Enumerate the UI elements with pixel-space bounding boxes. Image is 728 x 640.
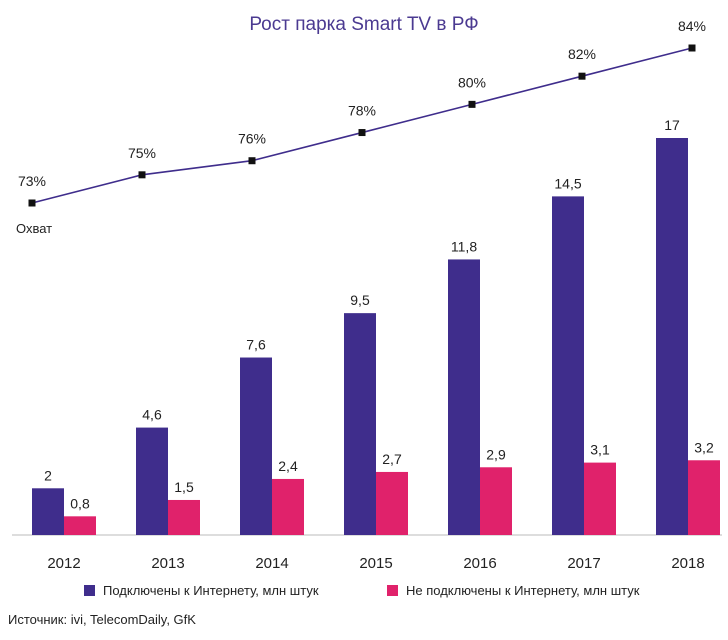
coverage-point-2018 bbox=[688, 44, 696, 52]
data-label-connected-2018: 17 bbox=[664, 117, 680, 133]
coverage-point-2016 bbox=[468, 100, 476, 108]
source-note: Источник: ivi, TelecomDaily, GfK bbox=[8, 612, 196, 627]
data-label-connected-2015: 9,5 bbox=[350, 292, 370, 308]
data-label-not-connected-2016: 2,9 bbox=[486, 446, 506, 462]
bar-connected-2012 bbox=[32, 488, 64, 535]
coverage-point-2013 bbox=[138, 171, 146, 179]
coverage-series-label: Охват bbox=[16, 221, 52, 236]
data-label-connected-2012: 2 bbox=[44, 467, 52, 483]
bar-not-connected-2016 bbox=[480, 467, 512, 535]
legend-item-connected: Подключены к Интернету, млн штук bbox=[84, 583, 319, 598]
coverage-point-2014 bbox=[248, 157, 256, 165]
coverage-point-2015 bbox=[358, 129, 366, 137]
data-label-connected-2013: 4,6 bbox=[142, 407, 162, 423]
coverage-label-2017: 82% bbox=[568, 46, 596, 62]
data-label-not-connected-2018: 3,2 bbox=[694, 439, 714, 455]
data-label-connected-2017: 14,5 bbox=[554, 175, 581, 191]
coverage-point-2012 bbox=[28, 199, 36, 207]
data-label-not-connected-2015: 2,7 bbox=[382, 451, 402, 467]
coverage-label-2018: 84% bbox=[678, 18, 706, 34]
coverage-point-2017 bbox=[578, 72, 586, 80]
bar-not-connected-2017 bbox=[584, 462, 616, 535]
bar-connected-2018 bbox=[656, 138, 688, 535]
data-label-not-connected-2014: 2,4 bbox=[278, 458, 298, 474]
data-label-not-connected-2012: 0,8 bbox=[70, 495, 90, 511]
coverage-label-2013: 75% bbox=[128, 145, 156, 161]
bar-not-connected-2015 bbox=[376, 471, 408, 535]
coverage-line bbox=[31, 47, 693, 204]
coverage-label-2015: 78% bbox=[348, 103, 376, 119]
legend-label-connected: Подключены к Интернету, млн штук bbox=[103, 583, 319, 598]
x-tick-label-2013: 2013 bbox=[151, 555, 184, 572]
bar-connected-2013 bbox=[136, 427, 168, 535]
legend-swatch-connected bbox=[84, 585, 95, 596]
bar-connected-2016 bbox=[448, 259, 480, 535]
bar-connected-2017 bbox=[552, 196, 584, 535]
legend-item-not-connected: Не подключены к Интернету, млн штук bbox=[387, 583, 639, 598]
bar-connected-2015 bbox=[344, 313, 376, 535]
data-label-connected-2016: 11,8 bbox=[451, 238, 477, 254]
bar-not-connected-2012 bbox=[64, 516, 96, 535]
x-tick-label-2017: 2017 bbox=[567, 555, 600, 572]
coverage-label-2014: 76% bbox=[238, 131, 266, 147]
bar-connected-2014 bbox=[240, 357, 272, 535]
data-label-not-connected-2013: 1,5 bbox=[174, 479, 194, 495]
coverage-label-2016: 80% bbox=[458, 74, 486, 90]
data-label-not-connected-2017: 3,1 bbox=[590, 442, 610, 458]
legend-label-not-connected: Не подключены к Интернету, млн штук bbox=[406, 583, 640, 598]
bar-not-connected-2014 bbox=[272, 478, 304, 535]
coverage-label-2012: 73% bbox=[18, 173, 46, 189]
x-tick-label-2015: 2015 bbox=[359, 555, 392, 572]
x-tick-label-2016: 2016 bbox=[463, 555, 496, 572]
chart-title: Рост парка Smart TV в РФ bbox=[249, 14, 478, 35]
x-tick-label-2014: 2014 bbox=[255, 555, 288, 572]
x-tick-label-2018: 2018 bbox=[671, 555, 704, 572]
legend-swatch-not-connected bbox=[387, 585, 398, 596]
x-tick-label-2012: 2012 bbox=[47, 555, 80, 572]
bar-not-connected-2013 bbox=[168, 499, 200, 535]
data-label-connected-2014: 7,6 bbox=[246, 337, 266, 353]
bar-not-connected-2018 bbox=[688, 460, 720, 535]
